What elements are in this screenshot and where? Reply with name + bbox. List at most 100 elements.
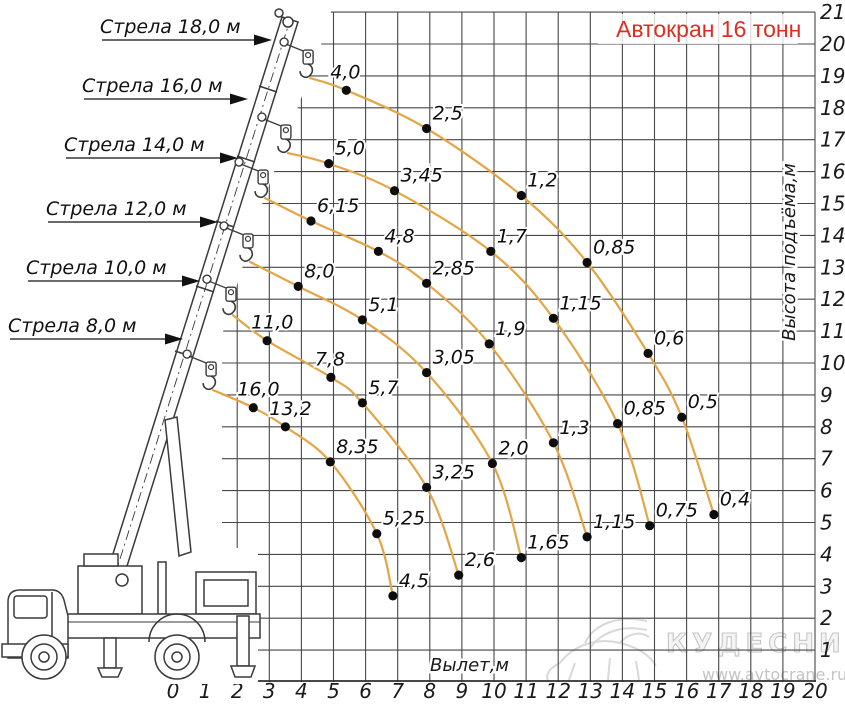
boom-length-label: Стрела 8,0 м [8, 315, 137, 337]
load-point [422, 123, 432, 134]
load-value-label: 1,3 [559, 417, 589, 439]
luffing-cylinder [164, 416, 192, 558]
load-value-label: 4,5 [399, 570, 429, 592]
hook-block-sheave [282, 127, 289, 134]
x-tick-label: 19 [770, 679, 795, 703]
boom-length-label: Стрела 14,0 м [64, 134, 205, 156]
load-point [280, 422, 290, 432]
hook-icon [299, 63, 314, 79]
x-tick-label: 14 [610, 679, 635, 703]
y-tick-label: 4 [820, 542, 833, 566]
x-tick-label: 2 [231, 679, 244, 703]
load-point [341, 85, 351, 95]
y-tick-label: 17 [820, 128, 845, 152]
boom-pivot [115, 573, 129, 587]
x-tick-label: 0 [167, 679, 180, 703]
arrowhead-icon [200, 216, 218, 228]
load-value-label: 6,15 [317, 195, 359, 217]
load-value-label: 1,2 [527, 170, 557, 192]
x-tick-label: 4 [295, 679, 308, 703]
load-point [454, 570, 464, 580]
hook-block-sheave [305, 51, 312, 59]
load-point [613, 419, 623, 429]
hook-icon [254, 183, 269, 199]
load-value-label: 0,5 [688, 391, 718, 413]
boom-head-pulley [282, 16, 294, 28]
load-point [357, 315, 367, 325]
arrowhead-icon [165, 333, 183, 345]
load-point [484, 339, 494, 349]
load-value-label: 7,8 [315, 348, 345, 370]
y-tick-label: 3 [820, 574, 833, 598]
y-tick-label: 12 [820, 287, 845, 311]
load-value-label: 13,2 [269, 398, 311, 420]
hook-icon [239, 247, 254, 262]
y-tick-label: 18 [820, 96, 845, 120]
load-point [709, 509, 719, 520]
y-tick-label: 10 [820, 351, 845, 375]
load-value-label: 0,4 [720, 489, 750, 511]
x-tick-label: 11 [513, 679, 538, 703]
load-point [422, 278, 432, 288]
arrowhead-icon [182, 275, 200, 287]
capacity-value-labels: 16,013,2 8,35 5,25 4,5 11,0 7,8 5,7 3,25 2,6 8,0 5… [235, 59, 752, 594]
x-tick-label: 18 [738, 679, 763, 703]
axis-ticks: 0 1 2 3 4 5 6 7 8 9 10 11 12 13 14 15 16 17 18 19 2012345678… [167, 0, 845, 703]
hook-icon [222, 300, 237, 316]
load-point [486, 246, 496, 256]
grid [222, 11, 816, 682]
load-point [516, 190, 526, 201]
load-point [373, 246, 383, 256]
watermark-brand: КУДЕСНИК [666, 629, 845, 659]
x-tick-label: 7 [391, 679, 404, 703]
y-tick-label: 13 [820, 255, 845, 279]
hook-block-sheave [244, 235, 252, 242]
y-tick-label: 6 [820, 479, 833, 503]
boom-length-label: Стрела 10,0 м [26, 257, 167, 279]
x-tick-label: 20 [802, 679, 827, 703]
x-tick-label: 13 [578, 679, 603, 703]
load-point [293, 281, 303, 291]
load-value-label: 1,15 [593, 511, 635, 533]
x-tick-label: 12 [545, 679, 570, 703]
y-tick-label: 11 [820, 319, 845, 343]
x-tick-label: 8 [423, 679, 436, 703]
load-point [582, 532, 592, 542]
load-value-label: 3,05 [433, 347, 475, 369]
load-value-label: 2,85 [433, 257, 475, 279]
y-tick-label: 15 [820, 192, 845, 216]
load-value-label: 3,25 [433, 461, 475, 483]
load-value-label: 5,1 [368, 294, 398, 316]
x-tick-label: 9 [456, 679, 469, 703]
x-tick-label: 10 [481, 679, 506, 703]
x-tick-label: 3 [263, 679, 276, 703]
y-tick-label: 9 [820, 383, 833, 407]
y-tick-label: 20 [820, 32, 845, 56]
windshield [13, 595, 48, 619]
hook-icon [277, 138, 291, 154]
arrowhead-icon [254, 34, 272, 46]
y-tick-label: 16 [820, 160, 845, 184]
hook-block-sheave [260, 172, 267, 179]
load-point [582, 257, 592, 268]
load-point [548, 438, 559, 448]
load-point [422, 482, 432, 492]
load-value-label: 5,7 [368, 377, 398, 399]
load-value-label: 5,0 [335, 138, 365, 160]
load-point [548, 313, 559, 323]
load-point [306, 216, 316, 226]
load-point [422, 368, 432, 378]
load-point [516, 553, 526, 563]
load-value-label: 8,0 [304, 260, 334, 282]
y-tick-label: 2 [820, 606, 833, 630]
arrowhead-icon [220, 152, 238, 164]
y-tick-label: 1 [820, 638, 833, 662]
hook-blocks [182, 37, 314, 391]
boom-length-label: Стрела 18,0 м [100, 16, 241, 38]
y-tick-label: 5 [820, 511, 833, 535]
boom-length-label: Стрела 16,0 м [82, 75, 223, 97]
y-tick-label: 21 [820, 0, 845, 24]
load-value-label: 4,0 [330, 61, 360, 83]
y-tick-label: 14 [820, 223, 845, 247]
